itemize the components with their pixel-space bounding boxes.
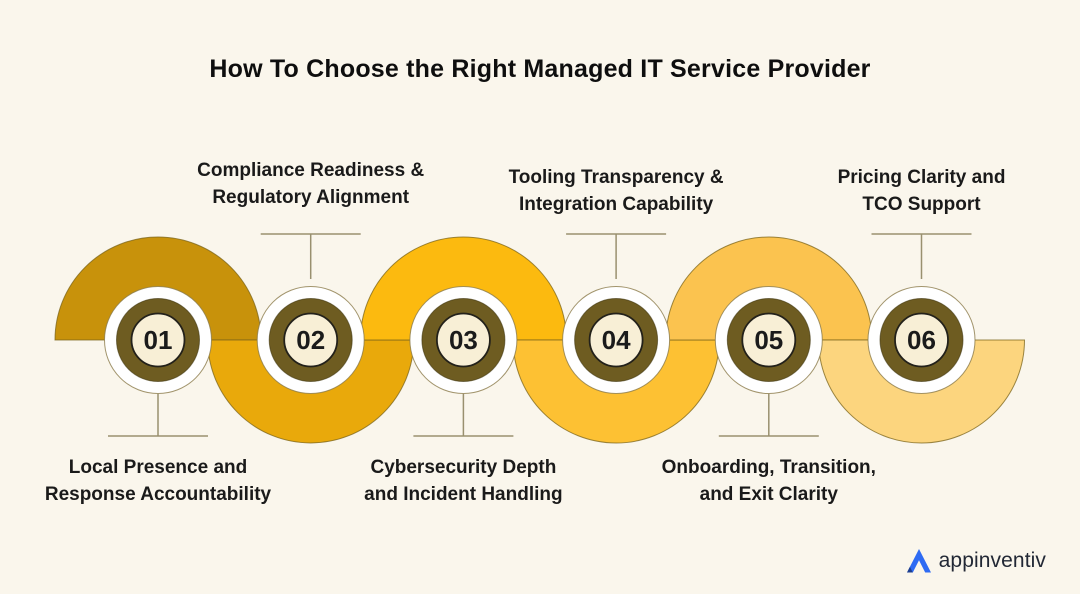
step-label-line: Regulatory Alignment [212, 187, 410, 208]
step-number: 01 [144, 325, 173, 355]
step-label: Local Presence and Response Accountabilit… [0, 454, 328, 508]
step-inner-circle [894, 312, 949, 368]
step-label-line: Integration Capability [518, 194, 714, 215]
step-inner-circle [588, 312, 644, 368]
step-label-line: and Incident Handling [364, 484, 563, 505]
step-number: 02 [296, 325, 325, 355]
step-inner-circle [741, 312, 797, 368]
step-number: 06 [907, 325, 936, 355]
step-inner-circle [283, 312, 339, 368]
step-number: 04 [602, 325, 631, 355]
brand-logo: appinventiv [906, 548, 1046, 574]
step-label-line: Tooling Transparency & [508, 167, 724, 188]
step-inner-circle [130, 312, 186, 368]
step-label-line: Onboarding, Transition, [661, 457, 876, 478]
step-label-line: Compliance Readiness & [197, 160, 425, 181]
step-label-line: TCO Support [862, 194, 981, 215]
step-number: 03 [449, 325, 478, 355]
step-inner-circle [435, 312, 491, 368]
step-label: Cybersecurity Depth and Incident Handling [293, 454, 633, 508]
step-label-line: Local Presence and [68, 457, 248, 478]
brand-logo-text: appinventiv [938, 549, 1046, 572]
step-number: 05 [754, 325, 783, 355]
appinventiv-a-mark-icon [906, 549, 931, 573]
step-label: Tooling Transparency & Integration Capabi… [446, 164, 786, 218]
step-label: Compliance Readiness & Regulatory Alignme… [141, 157, 481, 211]
step-label: Pricing Clarity and TCO Support [752, 164, 1080, 218]
step-label-line: and Exit Clarity [699, 484, 838, 505]
page-title: How To Choose the Right Managed IT Servi… [209, 55, 871, 83]
step-label-line: Pricing Clarity and [837, 167, 1006, 188]
step-label: Onboarding, Transition, and Exit Clarity [599, 454, 939, 508]
step-label-line: Cybersecurity Depth [370, 457, 557, 478]
step-label-line: Response Accountability [44, 484, 272, 505]
